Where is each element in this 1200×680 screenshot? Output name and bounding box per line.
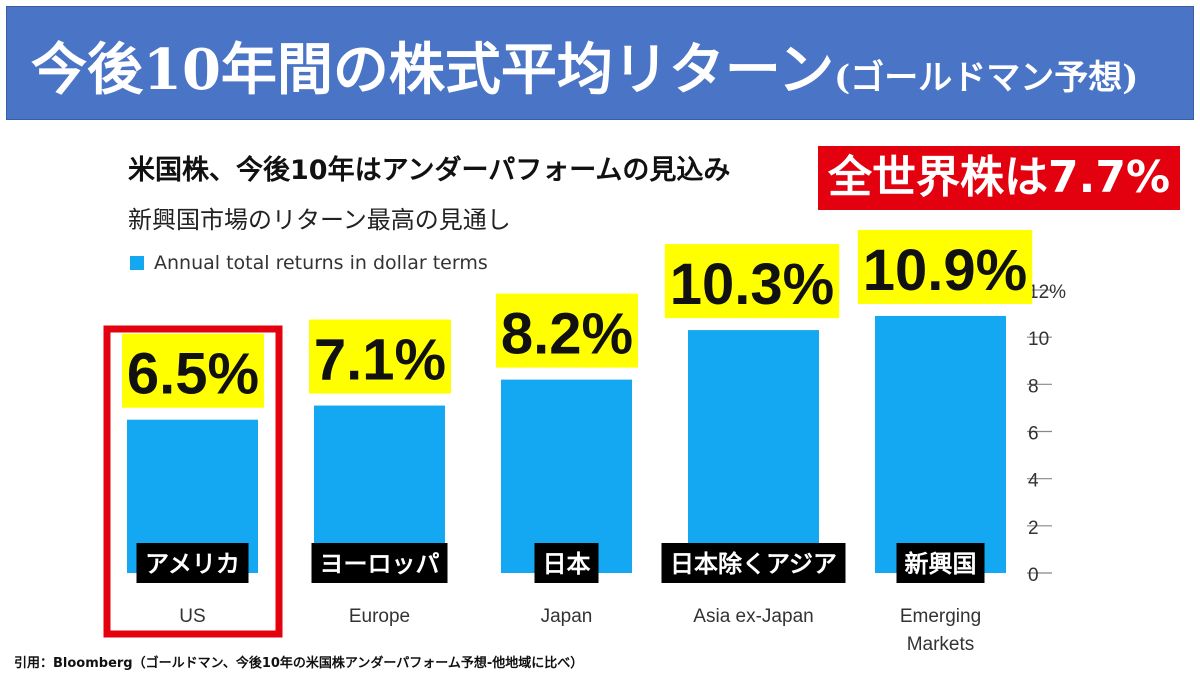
y-tick-label: 10	[1028, 329, 1049, 350]
data-label-bg	[122, 333, 264, 408]
data-label-bg	[857, 229, 1033, 304]
world-stock-callout: 全世界株は7.7%	[818, 146, 1181, 210]
data-label: 10.3%	[670, 252, 834, 317]
y-tick-label: 2	[1028, 518, 1039, 539]
y-tick-label: 6	[1028, 424, 1039, 445]
y-tick-label: 12%	[1028, 282, 1066, 303]
title-banner: 今後10年間の株式平均リターン(ゴールドマン予想)	[6, 6, 1194, 120]
bar-5	[875, 315, 1006, 573]
x-tick-label: Asia ex-Japan	[693, 606, 813, 627]
bar-3	[501, 379, 632, 573]
x-tick-label: Japan	[541, 606, 593, 627]
x-tick-label: US	[179, 606, 205, 627]
banner-title: 今後10年間の株式平均リターン(ゴールドマン予想)	[31, 25, 1138, 106]
category-ja-box	[534, 543, 599, 583]
category-ja-label: 日本	[543, 550, 591, 578]
banner-title-main: 今後10年間の株式平均リターン	[31, 37, 835, 103]
category-ja-box	[136, 543, 249, 583]
category-ja-box	[311, 543, 448, 583]
legend-swatch	[130, 256, 144, 270]
data-label-bg	[496, 293, 638, 368]
data-label: 6.5%	[127, 342, 259, 407]
data-label: 7.1%	[314, 328, 446, 393]
data-label: 10.9%	[863, 238, 1027, 303]
y-tick-label: 0	[1028, 565, 1039, 586]
category-ja-label: 日本除くアジア	[670, 550, 837, 578]
category-ja-box	[661, 543, 846, 583]
chart-legend: Annual total returns in dollar terms	[130, 252, 488, 274]
data-label-bg	[664, 244, 840, 319]
category-ja-label: ヨーロッパ	[320, 550, 440, 578]
data-label: 8.2%	[501, 302, 633, 367]
x-tick-label: Europe	[349, 606, 410, 627]
category-ja-box	[896, 543, 985, 583]
category-ja-label: 新興国	[905, 550, 977, 578]
legend-label: Annual total returns in dollar terms	[154, 252, 488, 274]
x-tick-label-line1: Emerging	[900, 606, 981, 627]
chart-title: 米国株、今後10年はアンダーパフォームの見込み	[128, 155, 731, 186]
y-tick-label: 4	[1028, 471, 1039, 492]
data-label-bg	[309, 319, 451, 394]
category-ja-label: アメリカ	[145, 550, 240, 578]
y-tick-label: 8	[1028, 376, 1039, 397]
highlight-frame	[103, 325, 283, 638]
x-tick-label-line2: Markets	[907, 634, 975, 655]
bar-4	[688, 330, 819, 573]
source-citation: 引用：Bloomberg（ゴールドマン、今後10年の米国株アンダーパフォーム予想…	[14, 656, 584, 671]
chart-subtitle: 新興国市場のリターン最高の見通し	[128, 206, 511, 234]
banner-title-sub: (ゴールドマン予想)	[834, 58, 1139, 98]
